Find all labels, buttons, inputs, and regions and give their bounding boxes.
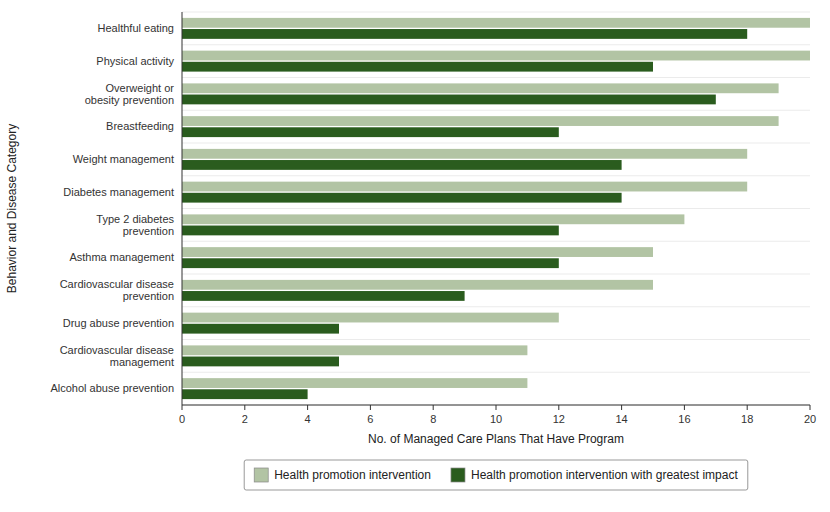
- bar: [182, 226, 559, 236]
- x-tick: [307, 405, 308, 410]
- category-label-line: prevention: [123, 290, 174, 302]
- category-label-line: Diabetes management: [63, 186, 174, 198]
- x-tick-label: 10: [490, 413, 502, 425]
- bar: [182, 389, 308, 399]
- separator: [182, 241, 810, 242]
- separator: [182, 339, 810, 340]
- bar: [182, 357, 339, 367]
- y-axis-line: [182, 12, 183, 405]
- separator: [182, 12, 810, 13]
- bar: [182, 280, 653, 290]
- bar: [182, 149, 747, 159]
- x-tick: [621, 405, 622, 410]
- category-label: Cardiovascular diseaseprevention: [60, 278, 174, 302]
- x-tick-label: 12: [553, 413, 565, 425]
- bar: [182, 258, 559, 268]
- x-tick-label: 2: [242, 413, 248, 425]
- category-label: Alcohol abuse prevention: [50, 382, 174, 394]
- chart: 0 2 4 6 8 10 12 14 16 18 20 Healthful eating Physica…: [0, 0, 830, 512]
- legend-label: Health promotion intervention with great…: [471, 468, 738, 482]
- x-tick-label: 16: [678, 413, 690, 425]
- category-label: Asthma management: [69, 251, 174, 263]
- category-label-line: Overweight or: [106, 82, 175, 94]
- legend-swatch: [254, 468, 268, 482]
- category-label: Cardiovascular diseasemanagement: [60, 344, 174, 368]
- x-tick: [370, 405, 371, 410]
- category-label: Type 2 diabetesprevention: [96, 213, 174, 237]
- x-tick-label: 8: [430, 413, 436, 425]
- category-label: Overweight orobesity prevention: [85, 82, 175, 106]
- y-axis-label: Behavior and Disease Category: [5, 124, 19, 293]
- x-tick: [496, 405, 497, 410]
- category-label-line: Drug abuse prevention: [63, 317, 174, 329]
- x-tick-label: 20: [804, 413, 816, 425]
- x-tick-label: 14: [615, 413, 627, 425]
- category-label-line: Weight management: [73, 153, 174, 165]
- separator: [182, 110, 810, 111]
- category-label-line: Breastfeeding: [106, 120, 174, 132]
- x-tick-label: 6: [367, 413, 373, 425]
- bar: [182, 214, 684, 224]
- bar: [182, 51, 810, 61]
- bars: [182, 18, 810, 399]
- bar: [182, 378, 527, 388]
- legend-label: Health promotion intervention: [274, 468, 431, 482]
- x-tick: [433, 405, 434, 410]
- category-label-line: Asthma management: [69, 251, 174, 263]
- separator: [182, 208, 810, 209]
- separator: [182, 306, 810, 307]
- bar: [182, 193, 622, 203]
- category-label-line: prevention: [123, 225, 174, 237]
- separator: [182, 143, 810, 144]
- bar: [182, 116, 779, 126]
- x-tick-label: 0: [179, 413, 185, 425]
- category-label: Breastfeeding: [106, 120, 174, 132]
- category-label-line: Type 2 diabetes: [96, 213, 174, 225]
- x-tick-label: 18: [741, 413, 753, 425]
- bar: [182, 29, 747, 39]
- category-label: Drug abuse prevention: [63, 317, 174, 329]
- separators: [182, 12, 810, 405]
- x-axis-label: No. of Managed Care Plans That Have Prog…: [368, 432, 624, 446]
- category-label-line: Cardiovascular disease: [60, 344, 174, 356]
- bar: [182, 127, 559, 137]
- legend-swatch: [451, 468, 465, 482]
- category-label: Diabetes management: [63, 186, 174, 198]
- bar: [182, 62, 653, 72]
- separator: [182, 44, 810, 45]
- category-label-line: Cardiovascular disease: [60, 278, 174, 290]
- x-tick: [747, 405, 748, 410]
- bar: [182, 313, 559, 323]
- separator: [182, 372, 810, 373]
- bar: [182, 345, 527, 355]
- bar: [182, 160, 622, 170]
- x-tick: [810, 405, 811, 410]
- bar: [182, 247, 653, 257]
- bar: [182, 95, 716, 105]
- x-tick: [182, 405, 183, 410]
- category-label-line: Healthful eating: [98, 22, 174, 34]
- x-tick: [684, 405, 685, 410]
- category-label-line: Alcohol abuse prevention: [50, 382, 174, 394]
- x-tick-label: 4: [305, 413, 311, 425]
- bar: [182, 182, 747, 192]
- bar: [182, 18, 810, 28]
- legend-frame: [244, 460, 748, 490]
- category-label: Healthful eating: [98, 22, 174, 34]
- bar: [182, 324, 339, 334]
- x-tick: [244, 405, 245, 410]
- legend: Health promotion intervention Health prom…: [244, 460, 748, 490]
- bar: [182, 291, 465, 301]
- bar: [182, 83, 779, 93]
- x-tick: [558, 405, 559, 410]
- separator: [182, 274, 810, 275]
- category-label-line: obesity prevention: [85, 94, 174, 106]
- separator: [182, 175, 810, 176]
- axes: 0 2 4 6 8 10 12 14 16 18 20 Healthful eating Physica…: [50, 12, 816, 425]
- separator: [182, 77, 810, 78]
- category-label-line: management: [110, 356, 174, 368]
- category-label: Physical activity: [96, 55, 174, 67]
- category-label-line: Physical activity: [96, 55, 174, 67]
- category-label: Weight management: [73, 153, 174, 165]
